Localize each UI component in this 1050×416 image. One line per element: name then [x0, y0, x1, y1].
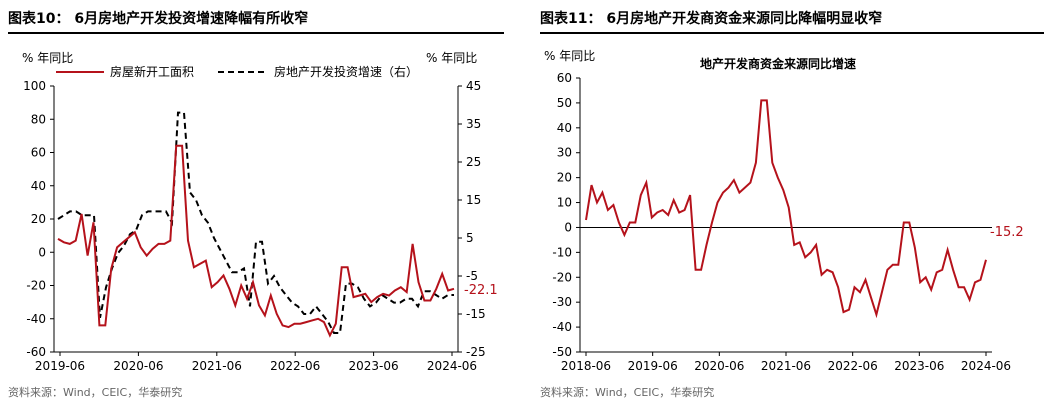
left-panel: 图表10： 6月房地产开发投资增速降幅有所收窄 % 年同比 % 年同比 100 80 6…: [0, 0, 518, 416]
x-tick-label: 2020-06: [113, 359, 163, 373]
x-tick-label: 2022-06: [828, 359, 878, 373]
left-y-tick-label: 100: [23, 79, 46, 93]
right-y-tick-label: 45: [466, 79, 481, 93]
x-tick-label: 2019-06: [35, 359, 85, 373]
x-tick-label: 2024-06: [961, 359, 1011, 373]
y-tick-label: -40: [552, 320, 572, 334]
chart-inner-title: 地产开发商资金来源同比增速: [700, 56, 856, 71]
left-y-axis-unit: % 年同比: [22, 51, 73, 65]
x-tick-label: 2022-06: [270, 359, 320, 373]
right-title-rule: [540, 32, 1044, 34]
left-y-tick-label: 40: [31, 179, 46, 193]
right-y-tick-label: -25: [466, 345, 486, 359]
right-y-tick-label: 35: [466, 117, 481, 131]
left-chart: % 年同比 % 年同比 100 80 60 40 20 0 -20 -40 -60 45 35 25 15 5…: [22, 51, 498, 373]
end-value-label: -22.1: [464, 283, 498, 298]
left-y-tick-label: -40: [26, 312, 46, 326]
right-y-tick-label: -5: [466, 269, 478, 283]
left-y-tick-label: -20: [26, 279, 46, 293]
y-tick-label: 0: [564, 220, 572, 234]
x-tick-label: 2023-06: [894, 359, 944, 373]
left-y-tick-label: 60: [31, 146, 46, 160]
x-tick-label: 2023-06: [349, 359, 399, 373]
right-y-axis-unit: % 年同比: [426, 51, 477, 65]
right-y-tick-label: 25: [466, 155, 481, 169]
series-line-investment-growth: [57, 111, 454, 334]
x-tick-label: 2019-06: [628, 359, 678, 373]
y-tick-label: 60: [557, 71, 572, 85]
left-y-tick-label: 20: [31, 212, 46, 226]
x-tick-label: 2021-06: [761, 359, 811, 373]
y-tick-label: 50: [557, 96, 572, 110]
y-tick-label: -50: [552, 345, 572, 359]
series-line-new-construction-area: [57, 144, 455, 338]
y-tick-label: -10: [552, 245, 572, 259]
right-y-tick-label: -15: [466, 307, 486, 321]
y-tick-label: 40: [557, 121, 572, 135]
y-tick-label: 30: [557, 146, 572, 160]
x-tick-label: 2018-06: [561, 359, 611, 373]
left-y-tick-label: -60: [26, 345, 46, 359]
right-chart-title: 图表11： 6月房地产开发商资金来源同比降幅明显收窄: [540, 11, 883, 27]
x-tick-label: 2024-06: [427, 359, 477, 373]
y-tick-label: 20: [557, 171, 572, 185]
y-tick-label: 10: [557, 196, 572, 210]
legend-label-new-construction: 房屋新开工面积: [110, 64, 194, 79]
right-y-tick-label: 5: [466, 231, 474, 245]
series-line-funding-growth: [585, 99, 987, 319]
left-y-tick-label: 0: [38, 245, 46, 259]
x-tick-label: 2020-06: [694, 359, 744, 373]
x-tick-label: 2021-06: [192, 359, 242, 373]
y-tick-label: -20: [552, 270, 572, 284]
end-value-label: -15.2: [990, 225, 1024, 240]
right-y-tick-label: 15: [466, 193, 481, 207]
legend-label-investment: 房地产开发投资增速（右）: [274, 64, 418, 79]
y-axis-unit: % 年同比: [544, 49, 595, 63]
y-tick-label: -30: [552, 295, 572, 309]
left-chart-title: 图表10： 6月房地产开发投资增速降幅有所收窄: [8, 11, 309, 27]
left-title-rule: [8, 32, 504, 34]
left-source-note: 资料来源：Wind，CEIC，华泰研究: [8, 386, 183, 399]
left-y-tick-label: 80: [31, 112, 46, 126]
right-source-note: 资料来源：Wind，CEIC，华泰研究: [540, 386, 715, 399]
right-panel: 图表11： 6月房地产开发商资金来源同比降幅明显收窄 % 年同比地产开发商资金来…: [532, 0, 1050, 416]
